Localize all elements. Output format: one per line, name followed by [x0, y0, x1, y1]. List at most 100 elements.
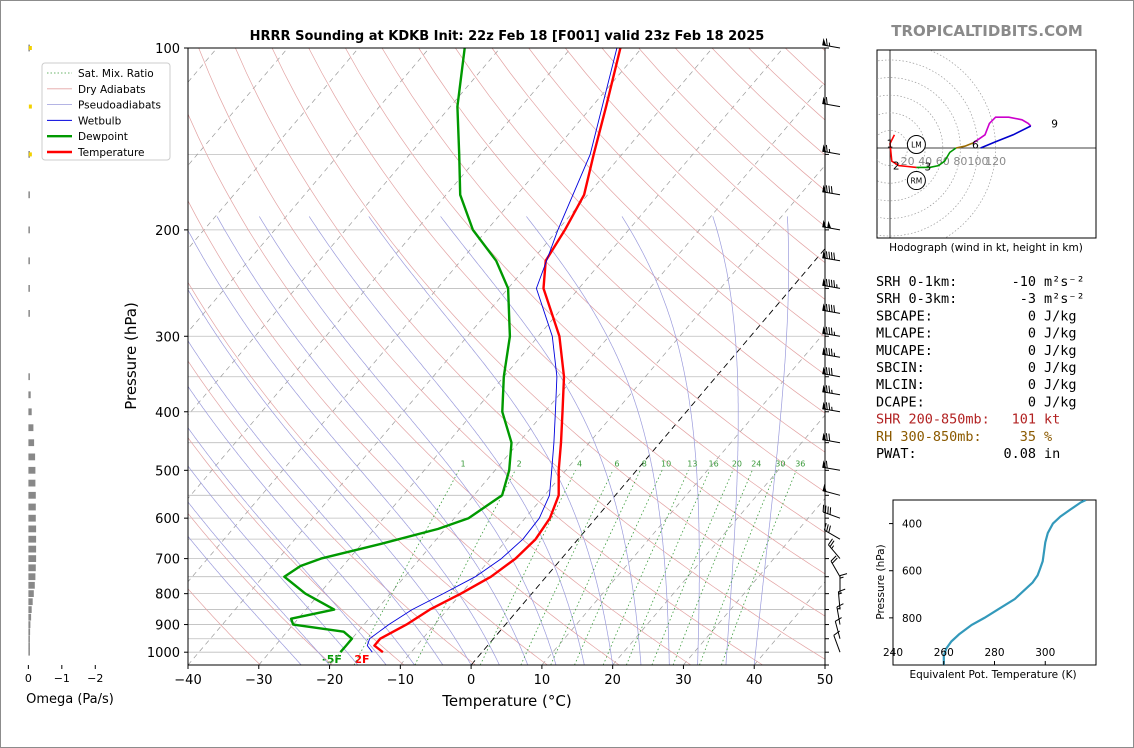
- omega-tick-label: −2: [87, 672, 103, 685]
- y-tick-label: 1000: [147, 646, 180, 661]
- omega-positive-mark: [28, 152, 32, 157]
- storm-motion-marker-lm: [906, 134, 926, 154]
- legend-label: Temperature: [77, 147, 145, 159]
- mixing-ratio-label: 8: [642, 459, 647, 468]
- wind-barb: [834, 617, 842, 639]
- barb-pennant: [822, 250, 827, 259]
- wind-barb: [822, 432, 841, 444]
- series-temperature-line: [373, 48, 622, 654]
- dry-adiabat: [188, 200, 620, 665]
- skewt-axes: 1 2 4 6 8 10 13 16 20 24 30 36−40 −30 −20 −10 0 10 20 30 40…: [147, 42, 833, 688]
- legend-label: Pseudoadiabats: [78, 100, 161, 112]
- dry-adiabat: [188, 360, 476, 665]
- mixing-ratio-label: 20: [732, 459, 742, 468]
- parameter-table: SRH 0-1km: -10 m²s⁻² SRH 0-3km: -3 m²s⁻² SBCAP…: [876, 274, 1085, 462]
- wind-barb: [822, 401, 841, 413]
- omega-bar: [28, 642, 30, 649]
- mixing-ratio-label: 24: [751, 459, 761, 468]
- x-tick-label: −40: [174, 673, 201, 688]
- stat-unit: J/kg: [1044, 308, 1077, 324]
- barb-feather: [830, 555, 837, 562]
- stat-value: 0: [1028, 377, 1036, 393]
- hodograph-caption: Hodograph (wind in kt, height in km): [889, 242, 1083, 254]
- hodograph-ring-label: 120: [985, 155, 1006, 168]
- stat-value: 35: [1020, 429, 1036, 445]
- mixing-ratio-line: [672, 470, 753, 665]
- barb-staff: [822, 511, 841, 519]
- barb-feather: [824, 505, 827, 513]
- wind-barb: [822, 219, 841, 231]
- stat-value: 0: [1028, 394, 1036, 410]
- theta-e-frame: [892, 499, 1097, 666]
- barb-feather: [828, 525, 831, 533]
- stat-label: SRH 0-3km:: [876, 291, 957, 307]
- omega-bar: [28, 555, 37, 562]
- stat-value: 0: [1028, 360, 1036, 376]
- barb-feather: [825, 385, 828, 393]
- isotherm-line: [329, 81, 825, 665]
- moist-adiabat: [368, 216, 614, 665]
- storm-motion-label: RM: [911, 177, 923, 186]
- legend-label: Wetbulb: [78, 115, 122, 127]
- dry-adiabat: [188, 281, 548, 665]
- barb-feather: [830, 279, 833, 288]
- wind-barb: [822, 144, 841, 155]
- y-tick-label: 900: [155, 619, 180, 634]
- x-tick-label: −30: [245, 673, 272, 688]
- y-tick-label: 400: [155, 406, 180, 421]
- hodograph-height-label: 3: [924, 161, 931, 173]
- omega-bar: [28, 606, 32, 613]
- barb-pennant: [822, 432, 827, 441]
- theta-e-line: [942, 500, 1087, 665]
- stat-value: -10: [1012, 274, 1036, 290]
- barb-pennant: [822, 401, 827, 410]
- stat-value: 101: [1012, 412, 1036, 428]
- moist-adiabat: [188, 385, 415, 665]
- barb-half-feather: [831, 545, 835, 549]
- stat-unit: J/kg: [1044, 360, 1077, 376]
- dry-adiabat: [188, 588, 261, 665]
- y-tick-label: 700: [155, 553, 180, 568]
- moist-adiabat: [526, 216, 670, 665]
- barb-staff: [833, 635, 841, 653]
- barb-feather: [833, 252, 836, 260]
- barb-staff: [828, 544, 841, 559]
- hodograph-height-label: 9: [1051, 118, 1058, 130]
- theta-e-x-tick-label: 260: [934, 647, 954, 659]
- stat-unit: m²s⁻²: [1044, 274, 1085, 290]
- y-tick-label: 800: [155, 588, 180, 603]
- barb-pennant: [822, 366, 827, 375]
- barb-feather: [828, 367, 831, 375]
- barb-feather: [829, 540, 835, 547]
- wind-barb: [822, 347, 841, 358]
- dry-adiabat: [528, 48, 825, 338]
- barb-staff: [836, 606, 841, 625]
- barb-feather: [830, 368, 833, 376]
- barb-feather: [828, 251, 831, 260]
- omega-bar: [28, 613, 32, 621]
- moist-adiabat: [216, 216, 529, 665]
- hodograph-height-label: 6: [972, 139, 979, 151]
- watermark: TROPICALTIDBITS.COM: [891, 22, 1083, 40]
- barb-pennant: [827, 220, 832, 229]
- barb-feather: [825, 402, 828, 410]
- dry-adiabat: [308, 48, 825, 575]
- wind-barb: [822, 366, 841, 378]
- barb-pennant: [822, 347, 827, 355]
- mixing-ratio-label: 10: [661, 459, 671, 468]
- hodograph-trace: [973, 116, 1032, 144]
- stat-unit: m²s⁻²: [1044, 291, 1085, 307]
- mixing-ratio-line: [353, 470, 460, 665]
- omega-bar: [28, 285, 30, 292]
- hodograph-ring: [877, 59, 979, 237]
- wind-barb: [822, 504, 841, 519]
- x-axis-label: Temperature (°C): [441, 692, 571, 710]
- hodograph-height-label: 2: [893, 161, 900, 173]
- hodograph-ring: [877, 77, 961, 219]
- wind-barb: [827, 538, 841, 559]
- isotherm-line: [400, 164, 825, 665]
- y-axis-label: Pressure (hPa): [122, 302, 140, 410]
- barb-feather: [835, 617, 842, 622]
- stat-unit: J/kg: [1044, 343, 1077, 359]
- skewt-profiles: [283, 48, 622, 654]
